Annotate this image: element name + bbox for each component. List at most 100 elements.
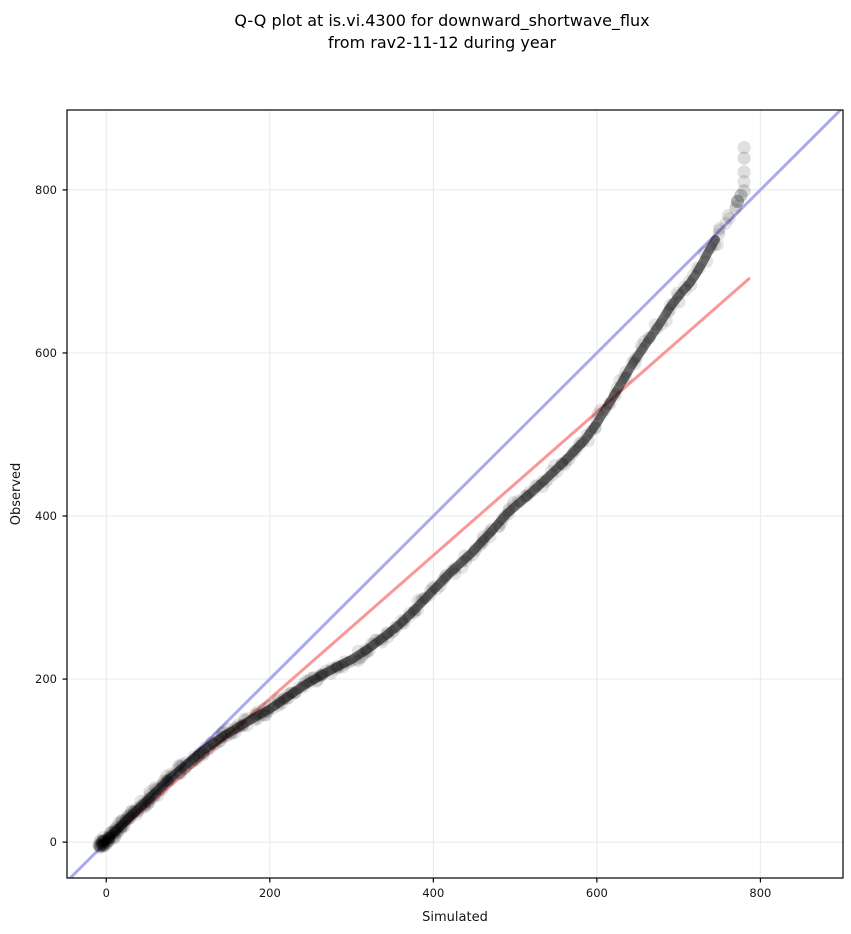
scatter-point xyxy=(122,808,136,822)
scatter-point xyxy=(124,811,137,825)
scatter-point xyxy=(192,748,206,762)
scatter-point xyxy=(536,474,549,488)
scatter-point xyxy=(591,407,605,421)
scatter-point xyxy=(459,554,473,568)
scatter-point xyxy=(692,262,706,276)
scatter-point xyxy=(102,832,115,845)
scatter-point xyxy=(663,298,677,312)
scatter-point xyxy=(495,516,508,530)
scatter-point xyxy=(142,792,155,805)
outlier-point xyxy=(734,189,748,203)
scatter-point xyxy=(93,839,107,853)
scatter-point xyxy=(619,365,633,378)
scatter-point xyxy=(156,783,169,796)
scatter-point xyxy=(502,502,516,515)
scatter-point xyxy=(259,708,273,722)
scatter-point xyxy=(189,753,203,767)
scatter-point xyxy=(712,227,726,241)
scatter-point xyxy=(147,791,160,805)
scatter-point xyxy=(447,563,461,576)
scatter-point xyxy=(123,810,136,823)
scatter-point xyxy=(248,711,262,724)
scatter-point xyxy=(407,606,421,620)
scatter-point xyxy=(567,445,581,458)
scatter-point xyxy=(672,289,685,302)
scatter-point xyxy=(594,403,607,417)
scatter-point xyxy=(232,718,245,731)
scatter-point xyxy=(99,838,112,852)
scatter-point xyxy=(679,283,692,297)
scatter-point xyxy=(187,750,201,764)
scatter-point xyxy=(650,322,664,336)
scatter-point xyxy=(307,671,321,684)
scatter-point xyxy=(370,633,384,647)
y-tick-label: 200 xyxy=(35,672,57,686)
scatter-point xyxy=(174,767,187,781)
scatter-point xyxy=(338,655,351,668)
scatter-point xyxy=(448,567,462,581)
scatter-point xyxy=(520,489,534,503)
scatter-point xyxy=(142,795,155,808)
scatter-point xyxy=(292,681,306,694)
scatter-point xyxy=(625,356,639,369)
scatter-point xyxy=(729,199,743,213)
scatter-point xyxy=(102,834,115,848)
scatter-point xyxy=(102,831,115,845)
scatter-point xyxy=(228,722,241,736)
scatter-point xyxy=(407,605,421,618)
scatter-point xyxy=(329,662,343,675)
scatter-point xyxy=(492,519,506,533)
scatter-point xyxy=(116,820,130,833)
scatter-point xyxy=(280,692,294,705)
scatter-point xyxy=(411,603,425,617)
scatter-point xyxy=(375,636,389,649)
scatter-point xyxy=(159,774,173,787)
scatter-point xyxy=(340,656,353,670)
scatter-point xyxy=(97,834,111,848)
scatter-point xyxy=(360,645,374,658)
scatter-point xyxy=(197,747,210,760)
scatter-point xyxy=(249,707,263,721)
x-axis-label: Simulated xyxy=(422,910,488,925)
scatter-point xyxy=(102,829,116,843)
scatter-point xyxy=(439,570,452,583)
scatter-point xyxy=(238,713,252,727)
scatter-point xyxy=(485,522,499,536)
scatter-point xyxy=(304,671,318,685)
scatter-point xyxy=(174,760,188,774)
scatter-point xyxy=(135,798,149,812)
scatter-point xyxy=(541,473,555,486)
scatter-point xyxy=(352,654,365,667)
scatter-point xyxy=(95,837,109,850)
scatter-point xyxy=(249,708,262,721)
scatter-point xyxy=(550,465,564,478)
scatter-point xyxy=(156,778,170,791)
scatter-point xyxy=(285,686,299,699)
scatter-point xyxy=(461,550,475,564)
scatter-point xyxy=(572,439,586,453)
scatter-point xyxy=(123,812,136,825)
scatter-point xyxy=(364,637,378,651)
scatter-point xyxy=(230,720,244,734)
scatter-point xyxy=(363,644,376,657)
scatter-point xyxy=(267,702,280,715)
scatter-point xyxy=(98,834,111,847)
scatter-point xyxy=(258,709,271,722)
scatter-point xyxy=(475,537,488,550)
scatter-point xyxy=(107,824,120,838)
scatter-point xyxy=(284,686,297,700)
scatter-point xyxy=(187,752,200,766)
scatter-point xyxy=(492,520,506,534)
outlier-point xyxy=(737,140,751,155)
scatter-point xyxy=(325,667,338,680)
scatter-point xyxy=(150,782,164,796)
scatter-point xyxy=(192,750,206,764)
scatter-point xyxy=(660,314,673,328)
scatter-point xyxy=(684,278,698,292)
scatter-point xyxy=(138,797,151,811)
scatter-point xyxy=(425,581,439,595)
scatter-point xyxy=(104,825,117,839)
scatter-point xyxy=(411,594,425,607)
scatter-point xyxy=(663,303,677,317)
scatter-point xyxy=(225,726,238,740)
